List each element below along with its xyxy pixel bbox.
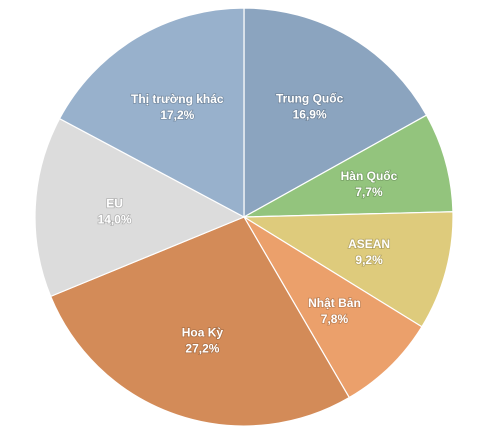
pie-slice-hoa-ky	[49, 216, 351, 427]
slice-value-asean: 9,2%	[355, 253, 383, 267]
slice-name-eu: EU	[106, 196, 123, 210]
slice-name-han-quoc: Hàn Quốc	[341, 169, 398, 183]
slice-name-asean: ASEAN	[348, 237, 390, 251]
pie-slices	[34, 7, 454, 427]
slice-value-nhat-ban: 7,8%	[321, 312, 349, 326]
pie-slice-thi-truong-khac	[58, 7, 245, 219]
slice-name-hoa-ky: Hoa Kỳ	[182, 326, 224, 340]
slice-value-han-quoc: 7,7%	[355, 185, 383, 199]
pie-slice-eu	[34, 117, 246, 298]
slice-value-hoa-ky: 27,2%	[185, 342, 219, 356]
pie-slice-han-quoc	[243, 114, 454, 218]
pie-slice-asean	[241, 211, 454, 328]
pie-slice-nhat-ban	[243, 216, 423, 399]
pie-labels: Trung Quốc 16,9% Hàn Quốc 7,7% ASEAN 9,2% Nhật…	[97, 90, 399, 356]
slice-name-thi-truong-khac: Thị trường khác	[131, 92, 224, 106]
slice-value-trung-quoc: 16,9%	[293, 107, 327, 121]
slice-name-nhat-ban: Nhật Bản	[308, 296, 361, 310]
slice-value-thi-truong-khac: 17,2%	[160, 108, 194, 122]
slice-value-eu: 14,0%	[98, 212, 132, 226]
slice-name-trung-quoc: Trung Quốc	[276, 91, 344, 105]
pie-slice-trung-quoc	[243, 7, 428, 219]
